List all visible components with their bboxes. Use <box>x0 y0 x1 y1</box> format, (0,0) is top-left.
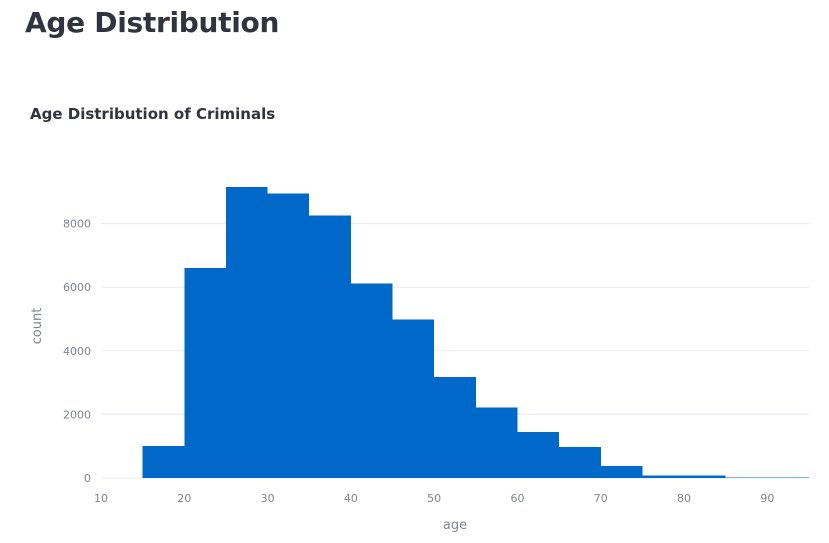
histogram-bar[interactable] <box>267 193 310 478</box>
chart-title: Age Distribution of Criminals <box>30 105 275 123</box>
histogram-bar[interactable] <box>434 377 476 478</box>
y-axis-title: count <box>30 308 45 345</box>
histogram-bar[interactable] <box>225 187 268 478</box>
x-tick-label: 20 <box>177 492 191 505</box>
y-axis-ticks: 0 2000 4000 6000 8000 <box>63 218 91 485</box>
histogram-bar[interactable] <box>475 407 518 478</box>
x-axis-ticks: 10 20 30 40 50 60 70 80 90 <box>94 492 774 505</box>
y-tick-label: 6000 <box>63 281 91 294</box>
y-tick-label: 8000 <box>63 218 91 231</box>
x-tick-label: 90 <box>760 492 774 505</box>
histogram-bar[interactable] <box>559 447 601 478</box>
x-tick-label: 60 <box>510 492 524 505</box>
x-tick-label: 10 <box>94 492 108 505</box>
histogram-bar[interactable] <box>309 215 351 478</box>
x-tick-label: 30 <box>261 492 275 505</box>
histogram-bar[interactable] <box>684 475 726 478</box>
histogram-bars <box>142 187 809 478</box>
x-tick-label: 40 <box>344 492 358 505</box>
histogram-bar[interactable] <box>642 475 685 478</box>
x-tick-label: 70 <box>594 492 608 505</box>
histogram-bar[interactable] <box>350 283 393 478</box>
histogram-bar[interactable] <box>392 319 435 478</box>
histogram-bar[interactable] <box>767 477 809 478</box>
histogram-bar[interactable] <box>600 466 643 478</box>
histogram-bar[interactable] <box>725 477 768 478</box>
y-tick-label: 0 <box>84 472 91 485</box>
histogram-bar[interactable] <box>184 268 226 478</box>
histogram-bar[interactable] <box>517 431 560 478</box>
histogram-bar[interactable] <box>142 446 185 478</box>
page-title: Age Distribution <box>25 6 280 39</box>
y-tick-label: 2000 <box>63 408 91 421</box>
y-tick-label: 4000 <box>63 345 91 358</box>
x-axis-title: age <box>443 518 467 533</box>
x-tick-label: 80 <box>677 492 691 505</box>
x-tick-label: 50 <box>427 492 441 505</box>
